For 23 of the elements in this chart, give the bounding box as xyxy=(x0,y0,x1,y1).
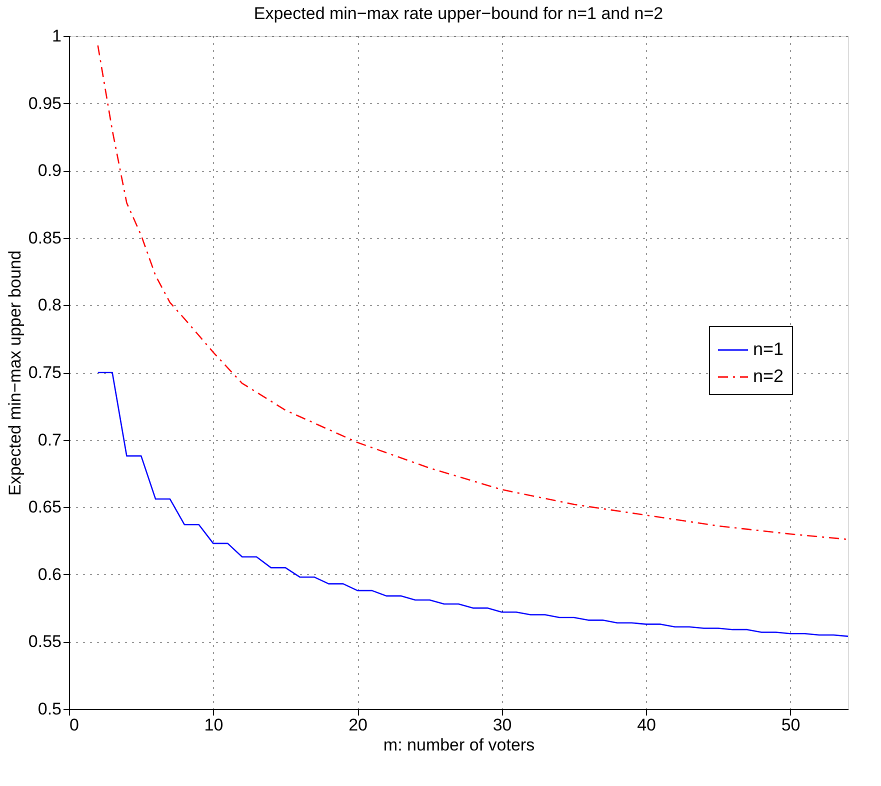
y-tick-label: 0.6 xyxy=(38,564,62,584)
x-tick-label: 50 xyxy=(781,716,800,734)
x-tick-label: 0 xyxy=(70,716,79,734)
x-tick-label: 30 xyxy=(492,716,512,734)
x-tick-label: 20 xyxy=(348,716,368,734)
y-tick-label: 0.95 xyxy=(28,94,62,113)
x-axis-title: m: number of voters xyxy=(383,736,535,754)
x-tick-label: 40 xyxy=(637,716,656,734)
y-tick-label: 1 xyxy=(52,26,62,46)
y-tick-label: 0.9 xyxy=(38,161,62,180)
legend-label: n=1 xyxy=(753,339,784,359)
y-tick-label: 0.55 xyxy=(28,632,62,652)
y-tick-label: 0.85 xyxy=(28,228,62,248)
chart-title: Expected min−max rate upper−bound for n=1 and n=2 xyxy=(254,4,664,23)
legend-label: n=2 xyxy=(753,366,784,386)
y-tick-label: 0.8 xyxy=(38,296,62,315)
y-tick-label: 0.75 xyxy=(28,363,62,382)
x-tick-label: 10 xyxy=(204,716,224,734)
y-tick-label: 0.65 xyxy=(28,498,62,517)
line-series xyxy=(97,44,849,540)
y-axis-title: Expected min−max upper bound xyxy=(5,250,24,496)
y-tick-label: 0.5 xyxy=(38,700,62,718)
y-tick-label: 0.7 xyxy=(38,430,62,450)
